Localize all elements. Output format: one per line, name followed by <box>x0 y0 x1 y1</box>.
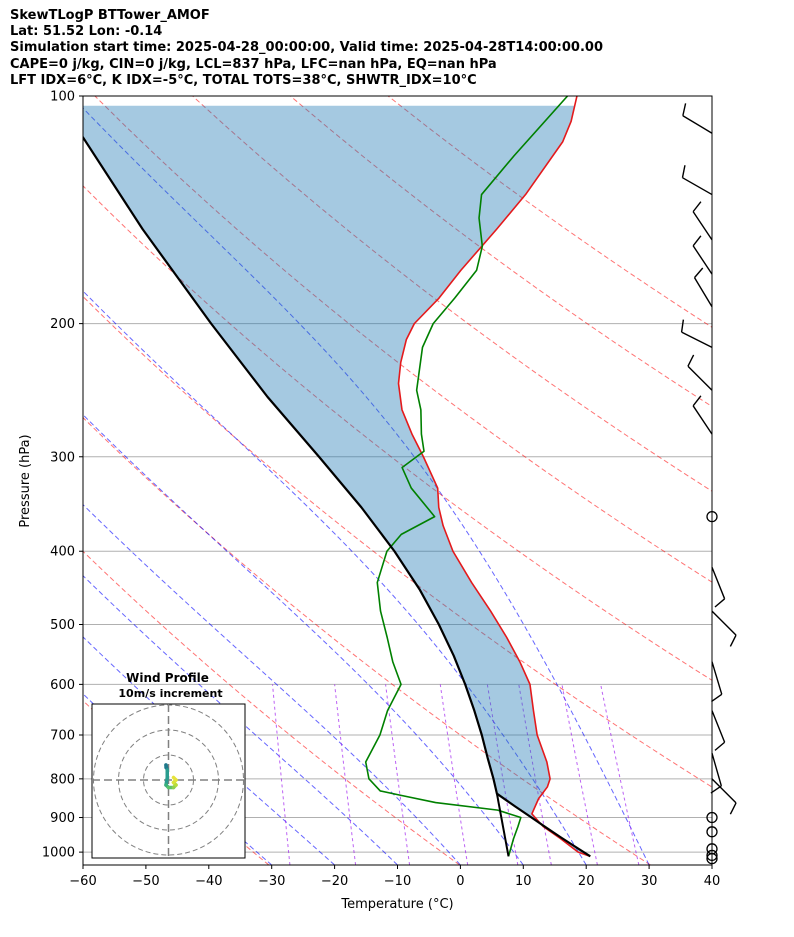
hodograph-inset: Wind Profile 10m/s increment <box>91 671 246 859</box>
wind-barbs <box>680 103 737 865</box>
mixing-ratio-line <box>439 684 469 865</box>
x-tick-label: 20 <box>578 874 595 889</box>
dewpoint-line <box>364 96 569 857</box>
header-line-indices: LFT IDX=6°C, K IDX=-5°C, TOTAL TOTS=38°C… <box>10 72 477 88</box>
wind-barb-staff <box>711 610 737 636</box>
wind-barb-flag <box>687 354 695 367</box>
y-tick-label: 100 <box>50 90 75 105</box>
parcel-profile-line <box>83 135 591 858</box>
calm-wind-circle <box>706 826 718 838</box>
wind-barb-flag <box>692 201 702 213</box>
calm-wind-circle <box>706 852 718 865</box>
y-tick-label: 200 <box>50 317 75 332</box>
wind-barb-staff <box>693 277 713 308</box>
dry-adiabat-line <box>83 185 712 681</box>
y-tick-label: 700 <box>50 728 75 743</box>
mixing-ratio-line <box>385 684 411 865</box>
wind-barb-staff <box>687 365 713 391</box>
lcl-dry-line <box>495 793 510 857</box>
wind-barb-flag <box>714 741 726 751</box>
dry-adiabat-line <box>94 96 712 583</box>
wind-barb-staff <box>711 710 726 743</box>
x-tick-label: −40 <box>195 874 222 889</box>
x-tick-label: 10 <box>515 874 532 889</box>
x-tick-label: −50 <box>132 874 159 889</box>
mixing-ratio-line <box>334 684 357 865</box>
moist-adiabat-line <box>83 290 587 865</box>
wind-barb-flag <box>692 395 702 407</box>
dry-adiabat-line <box>83 416 651 865</box>
mixing-ratio-line <box>600 684 640 865</box>
x-tick-label: −10 <box>384 874 411 889</box>
moist-adiabat-line <box>83 503 461 865</box>
x-tick-label: −20 <box>321 874 348 889</box>
wind-barb-staff <box>711 753 723 787</box>
calm-wind-circle <box>706 510 718 523</box>
wind-barb-staff <box>711 778 737 804</box>
y-tick-label: 600 <box>50 678 75 693</box>
wind-barb-staff <box>681 331 713 348</box>
wind-barb-staff <box>692 245 713 275</box>
wind-barb-flag <box>729 634 737 647</box>
hodograph-body <box>92 704 245 858</box>
y-tick-label: 1000 <box>42 846 75 861</box>
profile-lines <box>83 96 591 858</box>
x-tick-label: 0 <box>456 874 464 889</box>
header-line-location: Lat: 51.52 Lon: -0.14 <box>10 24 163 40</box>
x-axis-label: Temperature (°C) <box>340 897 453 912</box>
y-axis-label: Pressure (hPa) <box>18 434 33 527</box>
hodograph-subtitle: 10m/s increment <box>118 687 222 700</box>
wind-barb-flag <box>692 235 702 247</box>
y-tick-label: 400 <box>50 545 75 560</box>
y-tick-label: 800 <box>50 772 75 787</box>
wind-barb-flag <box>714 598 726 608</box>
cape-shading <box>83 105 591 857</box>
hodograph-title: Wind Profile <box>126 671 209 685</box>
wind-barb-flag <box>682 103 687 116</box>
dry-adiabat-line <box>83 550 461 865</box>
mixing-ratio-line <box>561 684 598 865</box>
wind-barb-staff <box>711 566 726 600</box>
hodograph-trace-segment <box>171 775 178 782</box>
wind-barb-flag <box>693 267 704 279</box>
y-tick-label: 900 <box>50 811 75 826</box>
y-tick-label: 500 <box>50 618 75 633</box>
wind-barb-flag <box>681 165 686 178</box>
mixing-ratio-line <box>518 684 552 865</box>
mixing-ratio-line <box>272 684 291 865</box>
wind-barb-flag <box>680 319 685 333</box>
header-line-station: SkewTLogP BTTower_AMOF <box>10 8 210 23</box>
wind-barb-staff <box>682 177 713 196</box>
moist-adiabat-line <box>83 636 335 865</box>
moist-adiabat-line <box>83 107 650 865</box>
header-line-cape: CAPE=0 j/kg, CIN=0 j/kg, LCL=837 hPa, LF… <box>10 56 497 72</box>
wind-barb-staff <box>682 115 713 134</box>
axes: −60 −50 −40 −30 −20 −10 0 10 20 30 40 100 200 300 400 5… <box>42 90 720 913</box>
dry-adiabat-line <box>0 96 78 865</box>
calm-wind-circle <box>706 811 718 824</box>
x-tick-label: −60 <box>69 874 96 889</box>
moist-adiabat-line <box>83 414 524 865</box>
cape-cin-fill <box>83 105 591 857</box>
calm-wind-circle <box>706 849 718 862</box>
x-tick-label: 30 <box>641 874 658 889</box>
wind-barb-staff <box>692 405 713 435</box>
wind-barb-staff <box>692 211 713 241</box>
x-tick-label: −30 <box>258 874 285 889</box>
wind-barb-staff <box>711 661 723 695</box>
wind-barb-flag <box>729 802 737 815</box>
temperature-line <box>397 96 591 858</box>
header-line-times: Simulation start time: 2025-04-28_00:00:… <box>10 40 603 56</box>
wind-barb-flag <box>711 693 723 703</box>
chart-header: SkewTLogP BTTower_AMOF Lat: 51.52 Lon: -… <box>10 8 790 89</box>
x-tick-label: 40 <box>704 874 721 889</box>
y-tick-label: 300 <box>50 450 75 465</box>
